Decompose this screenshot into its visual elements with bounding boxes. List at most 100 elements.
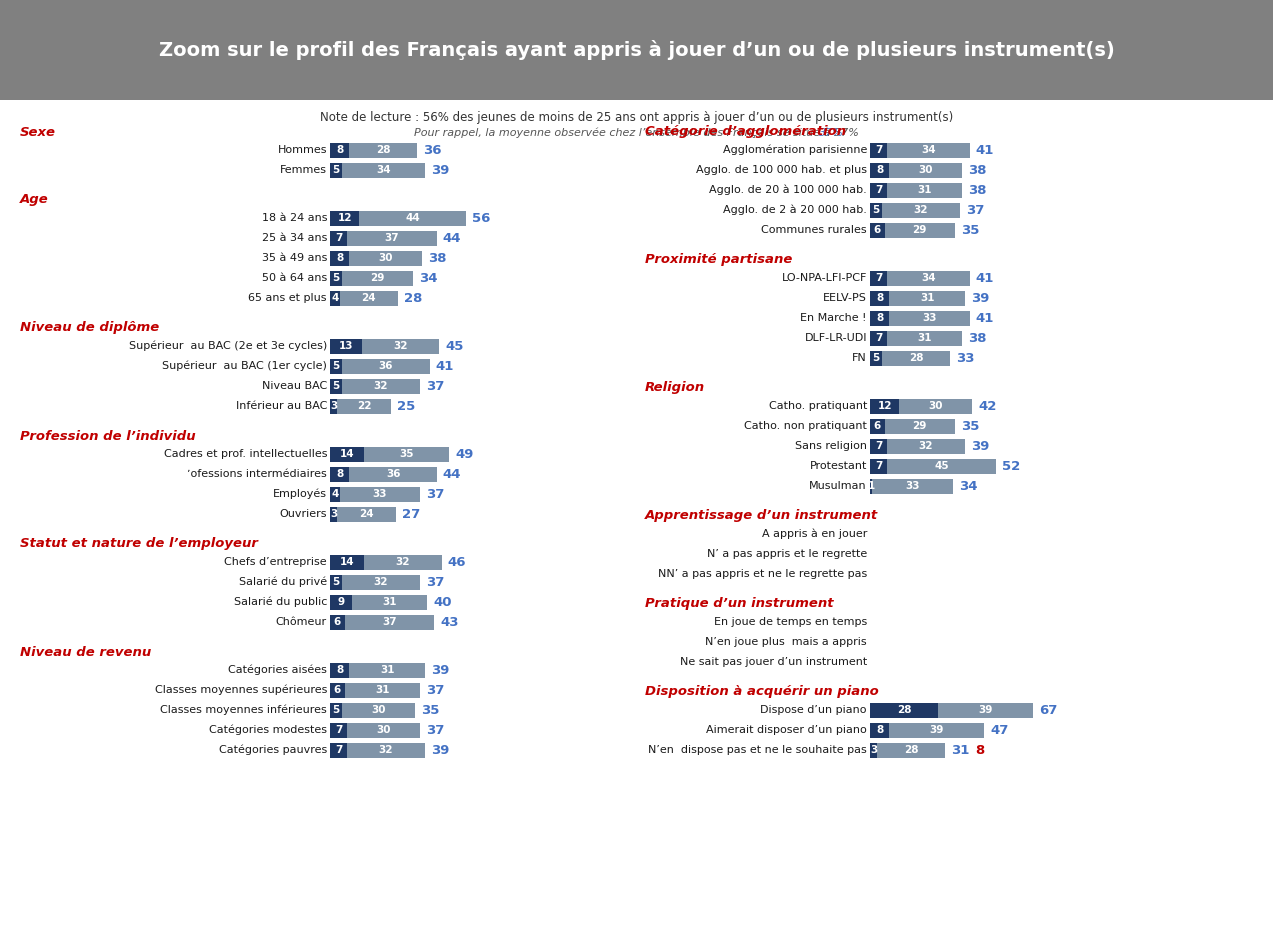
Text: Niveau de diplôme: Niveau de diplôme	[20, 322, 159, 334]
Text: 8: 8	[336, 253, 344, 263]
Text: En Marche !: En Marche !	[801, 313, 867, 323]
Text: 7: 7	[875, 461, 882, 471]
Text: 41: 41	[975, 311, 994, 325]
Text: 5: 5	[332, 361, 340, 371]
Text: 5: 5	[332, 273, 340, 283]
Text: 30: 30	[377, 725, 391, 735]
Bar	[330, 594, 351, 609]
Bar	[877, 743, 946, 758]
Bar	[340, 486, 420, 502]
Bar	[362, 339, 439, 353]
Bar	[345, 683, 420, 698]
Bar	[887, 183, 962, 197]
Text: Niveau de revenu: Niveau de revenu	[20, 645, 151, 659]
Bar	[351, 594, 428, 609]
Bar	[330, 663, 349, 678]
Text: Dispose d’un piano: Dispose d’un piano	[760, 705, 867, 715]
Text: 44: 44	[443, 467, 461, 481]
Text: 5: 5	[332, 577, 340, 587]
Text: Religion: Religion	[645, 382, 705, 394]
Bar	[348, 723, 420, 738]
Text: 39: 39	[978, 705, 993, 715]
Text: 6: 6	[873, 225, 881, 235]
Text: 8: 8	[876, 725, 883, 735]
Bar	[348, 230, 437, 246]
Bar	[348, 743, 425, 758]
Text: 39: 39	[430, 164, 449, 176]
Text: 40: 40	[433, 596, 452, 608]
Bar	[349, 466, 437, 482]
Text: 37: 37	[382, 617, 397, 627]
Text: 7: 7	[875, 145, 882, 155]
Bar	[342, 379, 420, 393]
Text: 30: 30	[378, 253, 393, 263]
Text: Apprentissage d’un instrument: Apprentissage d’un instrument	[645, 509, 878, 523]
Bar	[882, 203, 960, 217]
Bar	[882, 350, 950, 366]
Bar	[869, 419, 885, 433]
Bar	[890, 163, 962, 177]
Text: 39: 39	[971, 440, 989, 452]
Text: 41: 41	[975, 271, 994, 285]
Text: Zoom sur le profil des Français ayant appris à jouer d’un ou de plusieurs instru: Zoom sur le profil des Français ayant ap…	[159, 40, 1114, 60]
Text: 32: 32	[374, 577, 388, 587]
Bar	[330, 359, 342, 373]
Text: Supérieur  au BAC (1er cycle): Supérieur au BAC (1er cycle)	[162, 361, 327, 371]
Text: 41: 41	[435, 360, 454, 372]
Bar	[869, 350, 882, 366]
Bar	[337, 506, 396, 522]
Bar	[349, 250, 423, 266]
Text: 31: 31	[379, 665, 395, 675]
Text: 31: 31	[376, 685, 390, 695]
Bar	[869, 703, 938, 718]
Text: 8: 8	[336, 145, 344, 155]
Bar	[869, 270, 887, 286]
Bar	[349, 663, 425, 678]
Text: Salarié du public: Salarié du public	[234, 597, 327, 607]
Bar	[330, 486, 340, 502]
Text: 4: 4	[331, 489, 339, 499]
Bar	[364, 446, 449, 462]
Text: 28: 28	[377, 145, 391, 155]
Bar	[869, 439, 887, 453]
Bar	[330, 466, 349, 482]
Text: 31: 31	[918, 185, 932, 195]
Text: Ne sait pas jouer d’un instrument: Ne sait pas jouer d’un instrument	[680, 657, 867, 667]
Text: 39: 39	[430, 744, 449, 757]
Text: 7: 7	[875, 185, 882, 195]
Text: 28: 28	[404, 291, 423, 305]
Bar	[330, 506, 337, 522]
Text: Employés: Employés	[272, 488, 327, 499]
Text: 7: 7	[875, 441, 882, 451]
Text: 34: 34	[419, 271, 437, 285]
Text: 36: 36	[378, 361, 393, 371]
Text: 31: 31	[951, 744, 970, 757]
Text: 33: 33	[922, 313, 937, 323]
Text: Chômeur: Chômeur	[276, 617, 327, 627]
Text: Hommes: Hommes	[278, 145, 327, 155]
Text: 29: 29	[913, 421, 927, 431]
Bar	[869, 223, 885, 237]
Bar	[872, 479, 952, 493]
Text: 1: 1	[868, 481, 875, 491]
Text: 12: 12	[877, 401, 892, 411]
Text: Agglomération parisienne: Agglomération parisienne	[723, 145, 867, 155]
Text: 25: 25	[397, 400, 415, 412]
Bar	[869, 203, 882, 217]
Text: 37: 37	[426, 576, 444, 588]
Text: 32: 32	[374, 381, 388, 391]
Text: 38: 38	[969, 164, 987, 176]
Text: Disposition à acquérir un piano: Disposition à acquérir un piano	[645, 685, 878, 699]
Text: Catho. non pratiquant: Catho. non pratiquant	[745, 421, 867, 431]
Text: 8: 8	[975, 744, 984, 757]
Text: 5: 5	[332, 381, 340, 391]
Text: 31: 31	[918, 333, 932, 343]
Text: 28: 28	[904, 745, 919, 755]
Text: Classes moyennes inférieures: Classes moyennes inférieures	[160, 704, 327, 715]
Text: 12: 12	[337, 213, 351, 223]
Text: 37: 37	[426, 724, 444, 737]
Bar	[342, 270, 412, 286]
Bar	[887, 330, 962, 346]
Text: 5: 5	[872, 353, 880, 363]
Text: En joue de temps en temps: En joue de temps en temps	[714, 617, 867, 627]
